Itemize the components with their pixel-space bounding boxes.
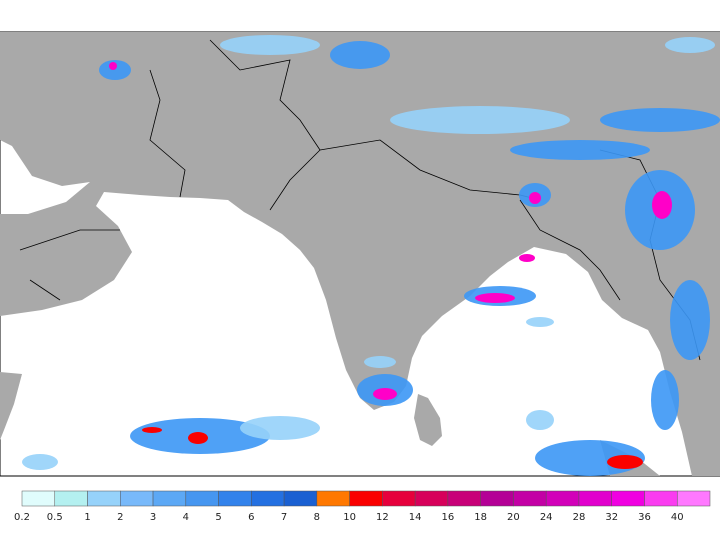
colorbar-label: 5 bbox=[215, 512, 221, 523]
colorbar-label: 6 bbox=[248, 512, 254, 523]
colorbar-label: 3 bbox=[150, 512, 156, 523]
colorbar-box bbox=[414, 490, 449, 507]
colorbar-label: 20 bbox=[507, 512, 520, 523]
colorbar-label: 7 bbox=[281, 512, 287, 523]
colorbar-box bbox=[87, 490, 121, 507]
colorbar-box bbox=[676, 490, 711, 507]
colorbar-label: 2 bbox=[117, 512, 123, 523]
colorbar: 0.2 0.5 1 2 3 4 5 6 7 8 10 12 14 16 18 20 24 28 32 36 40 bbox=[14, 490, 711, 523]
colorbar-label: 10 bbox=[343, 512, 356, 523]
colorbar-label: 32 bbox=[605, 512, 618, 523]
colorbar-label: 24 bbox=[540, 512, 553, 523]
precipitation bbox=[22, 35, 720, 476]
colorbar-label: 8 bbox=[314, 512, 320, 523]
colorbar-box bbox=[480, 490, 514, 507]
colorbar-box bbox=[578, 490, 612, 507]
colorbar-box bbox=[54, 490, 88, 507]
colorbar-box bbox=[251, 490, 285, 507]
map bbox=[0, 31, 720, 477]
colorbar-label: 36 bbox=[638, 512, 651, 523]
colorbar-box bbox=[644, 490, 678, 507]
colorbar-box bbox=[382, 490, 416, 507]
colorbar-box bbox=[611, 490, 645, 507]
colorbar-label: 28 bbox=[573, 512, 586, 523]
colorbar-label: 1 bbox=[84, 512, 90, 523]
colorbar-label: 40 bbox=[671, 512, 684, 523]
colorbar-label: 18 bbox=[474, 512, 487, 523]
colorbar-label: 0.2 bbox=[14, 512, 30, 523]
colorbar-box bbox=[120, 490, 154, 507]
colorbar-label: 12 bbox=[376, 512, 389, 523]
colorbar-label: 16 bbox=[442, 512, 455, 523]
colorbar-label: 14 bbox=[409, 512, 422, 523]
colorbar-label: 4 bbox=[183, 512, 189, 523]
sri-lanka bbox=[414, 394, 442, 446]
colorbar-label: 0.5 bbox=[47, 512, 63, 523]
colorbar-box bbox=[316, 490, 350, 507]
colorbar-box bbox=[283, 490, 318, 507]
colorbar-box bbox=[513, 490, 547, 507]
colorbar-box bbox=[21, 490, 56, 507]
colorbar-box bbox=[185, 490, 219, 507]
colorbar-box bbox=[152, 490, 187, 507]
africa bbox=[0, 372, 22, 440]
colorbar-box bbox=[447, 490, 481, 507]
colorbar-box bbox=[349, 490, 383, 507]
colorbar-box bbox=[218, 490, 252, 507]
colorbar-box bbox=[545, 490, 580, 507]
